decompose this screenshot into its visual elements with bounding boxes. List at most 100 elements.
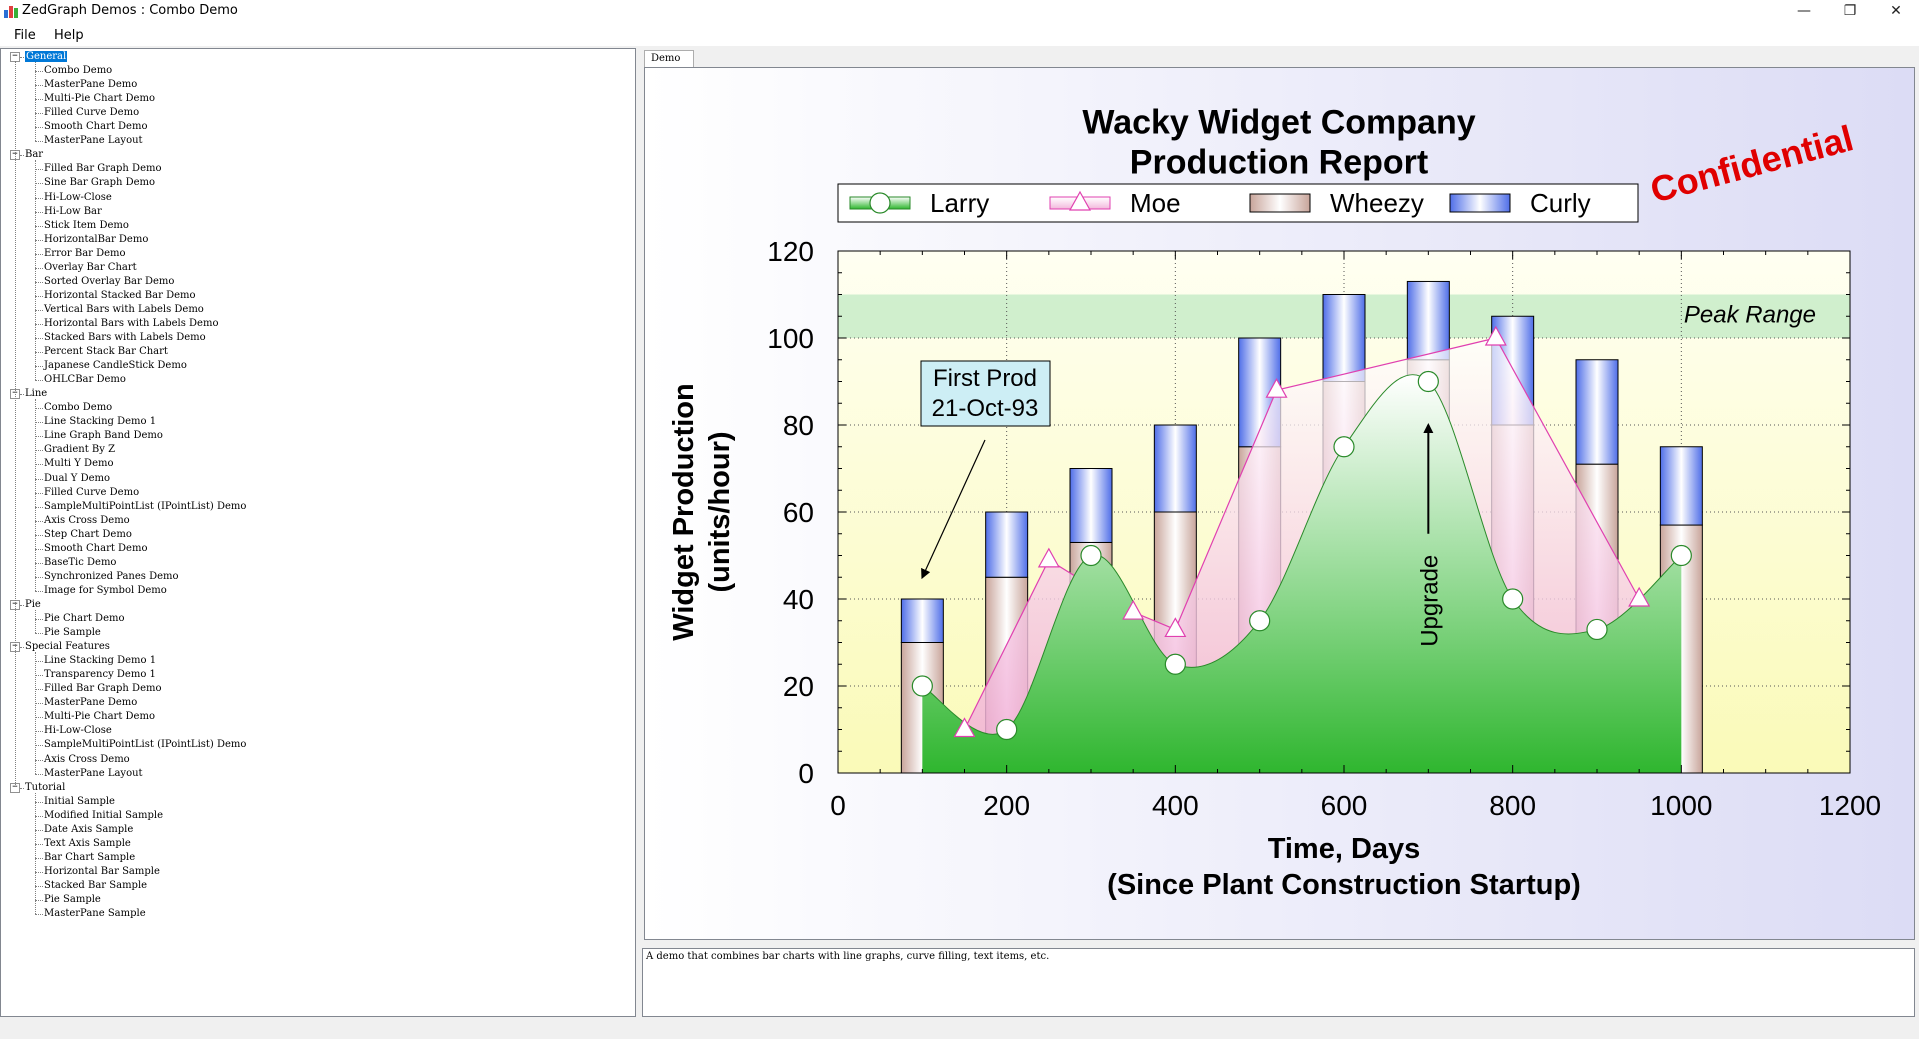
tree-leaf[interactable]: SampleMultiPointList (IPointList) Demo (44, 500, 247, 512)
x-axis-label-line: Time, Days (1268, 833, 1421, 865)
tree-node-label[interactable]: Tutorial (25, 781, 66, 793)
tree-leaf[interactable]: Line Graph Band Demo (44, 430, 163, 442)
tree-leaf[interactable]: MasterPane Sample (44, 908, 146, 920)
demo-tree[interactable]: − General Combo Demo MasterPane Demo Multi-P… (0, 48, 636, 1017)
tree-leaf[interactable]: Hi-Low-Close (44, 191, 112, 203)
upgrade-label: Upgrade (1416, 555, 1443, 647)
tree-leaf[interactable]: MasterPane Layout (44, 135, 143, 147)
tree-leaf[interactable]: Error Bar Demo (44, 247, 126, 259)
minimize-button[interactable]: — (1797, 3, 1811, 19)
tree-leaf[interactable]: Modified Initial Sample (44, 809, 163, 821)
moe-point (1484, 325, 1507, 346)
close-button[interactable]: ✕ (1890, 3, 1902, 19)
tree-leaf[interactable]: Stacked Bars with Labels Demo (44, 332, 206, 343)
tree-leaf[interactable]: Line Stacking Demo 1 (44, 655, 157, 667)
tree-leaf[interactable]: Gradient By Z (44, 444, 116, 456)
tree-leaf[interactable]: Combo Demo (44, 65, 113, 77)
tree-leaf[interactable]: Line Stacking Demo 1 (44, 416, 157, 428)
window-title: ZedGraph Demos : Combo Demo (22, 3, 238, 18)
larry-point (1586, 618, 1608, 641)
bar-curly (900, 598, 944, 643)
tree-node-label[interactable]: Pie (25, 598, 41, 610)
tree-leaf[interactable]: Pie Chart Demo (44, 613, 125, 624)
tree-connector (35, 829, 43, 831)
tree-leaf[interactable]: Pie Sample (44, 894, 101, 905)
tree-node-label[interactable]: Line (25, 388, 48, 400)
tree-node-label[interactable]: Special Features (25, 641, 110, 653)
y-axis-label-line: (units/hour) (704, 431, 736, 592)
tree-leaf[interactable]: Horizontal Stacked Bar Demo (44, 289, 196, 301)
tree-leaf[interactable]: Hi-Low Bar (44, 205, 102, 217)
tree-leaf[interactable]: Combo Demo (44, 402, 113, 414)
tree-leaf[interactable]: BaseTic Demo (44, 556, 117, 568)
tree-leaf[interactable]: Filled Curve Demo (44, 486, 140, 498)
tree-leaf[interactable]: MasterPane Layout (44, 767, 143, 779)
tree-connector (35, 576, 43, 578)
x-axis-label-line: (Since Plant Construction Startup) (1107, 869, 1581, 901)
moe-point (1265, 377, 1288, 398)
tree-leaf[interactable]: Sine Bar Graph Demo (44, 177, 156, 189)
tree-leaf[interactable]: Overlay Bar Chart (44, 261, 137, 273)
zedgraph-chart[interactable]: Peak Range 0 200 400 600 800 1000 1200 0 20 40 60 80… (645, 68, 1914, 939)
tree-leaf[interactable]: Multi Y Demo (44, 458, 114, 470)
description-box[interactable]: A demo that combines bar charts with lin… (642, 948, 1915, 1017)
tree-leaf[interactable]: Percent Stack Bar Chart (44, 346, 168, 358)
tree-node-3[interactable]: Pie (25, 598, 41, 612)
x-tick-label: 800 (1489, 790, 1536, 821)
tree-leaf[interactable]: Bar Chart Sample (44, 851, 136, 863)
menu-help[interactable]: Help (54, 28, 84, 43)
tree-leaf[interactable]: Smooth Chart Demo (44, 542, 148, 554)
tree-leaf[interactable]: Vertical Bars with Labels Demo (44, 303, 204, 315)
larry-point (1502, 588, 1524, 610)
tree-leaf[interactable]: Smooth Chart Demo (44, 121, 148, 133)
bar-curly (985, 511, 1029, 578)
tree-leaf[interactable]: Step Chart Demo (44, 528, 132, 540)
tree-leaf[interactable]: OHLCBar Demo (44, 374, 126, 386)
tree-leaf[interactable]: Dual Y Demo (44, 472, 111, 484)
tree-leaf[interactable]: Filled Curve Demo (44, 107, 140, 119)
tree-leaf[interactable]: MasterPane Demo (44, 697, 138, 709)
tree-leaf[interactable]: Synchronized Panes Demo (44, 570, 179, 582)
tree-node-label[interactable]: General (25, 51, 68, 62)
tree-node-4[interactable]: Special Features (25, 640, 110, 654)
tree-node-2[interactable]: Line (25, 387, 47, 401)
tree-leaf[interactable]: Filled Bar Graph Demo (44, 163, 162, 175)
tree-leaf[interactable]: Japanese CandleStick Demo (44, 360, 187, 372)
tree-connector (20, 57, 24, 58)
tree-leaf[interactable]: Axis Cross Demo (44, 514, 130, 526)
tree-leaf[interactable]: Horizontal Bar Sample (44, 865, 160, 877)
tree-leaf[interactable]: Sorted Overlay Bar Demo (44, 275, 175, 287)
tab-demo[interactable]: Demo (644, 50, 694, 68)
tree-connector (35, 843, 43, 845)
tree-leaf[interactable]: Pie Sample (44, 627, 101, 639)
menu-file[interactable]: File (14, 28, 36, 43)
tree-connector (35, 759, 43, 761)
chart-title-line: Wacky Widget Company (1082, 104, 1475, 142)
tree-leaf[interactable]: Text Axis Sample (44, 837, 131, 849)
tree-node-5[interactable]: Tutorial (25, 781, 65, 795)
tree-leaf[interactable]: Axis Cross Demo (44, 753, 130, 765)
splitter[interactable] (636, 48, 642, 1017)
tree-leaf[interactable]: Filled Bar Graph Demo (44, 683, 162, 695)
tree-leaf[interactable]: Multi-Pie Chart Demo (44, 93, 155, 105)
tree-leaf[interactable]: Stacked Bar Sample (44, 879, 148, 891)
tree-node-label[interactable]: Bar (25, 149, 44, 161)
tree-leaf[interactable]: Horizontal Bars with Labels Demo (44, 317, 219, 329)
tree-leaf[interactable]: Image for Symbol Demo (44, 584, 167, 596)
tree-connector (35, 295, 43, 297)
tree-node-1[interactable]: Bar (25, 148, 43, 162)
tree-leaf[interactable]: Initial Sample (44, 795, 115, 807)
moe-point (953, 717, 976, 738)
tree-leaf[interactable]: Transparency Demo 1 (44, 669, 156, 681)
tree-leaf[interactable]: Hi-Low-Close (44, 725, 112, 737)
tree-leaf[interactable]: HorizontalBar Demo (44, 233, 149, 245)
tree-node-0[interactable]: General (25, 50, 68, 64)
restore-button[interactable]: ❐ (1843, 3, 1857, 19)
tree-leaf[interactable]: Date Axis Sample (44, 823, 134, 835)
tree-leaf[interactable]: SampleMultiPointList (IPointList) Demo (44, 739, 247, 751)
tree-connector (35, 675, 43, 677)
tree-leaf[interactable]: Stick Item Demo (44, 219, 129, 231)
tree-leaf[interactable]: Multi-Pie Chart Demo (44, 711, 155, 723)
tree-leaf[interactable]: MasterPane Demo (44, 79, 138, 91)
bar-curly (1406, 280, 1450, 361)
